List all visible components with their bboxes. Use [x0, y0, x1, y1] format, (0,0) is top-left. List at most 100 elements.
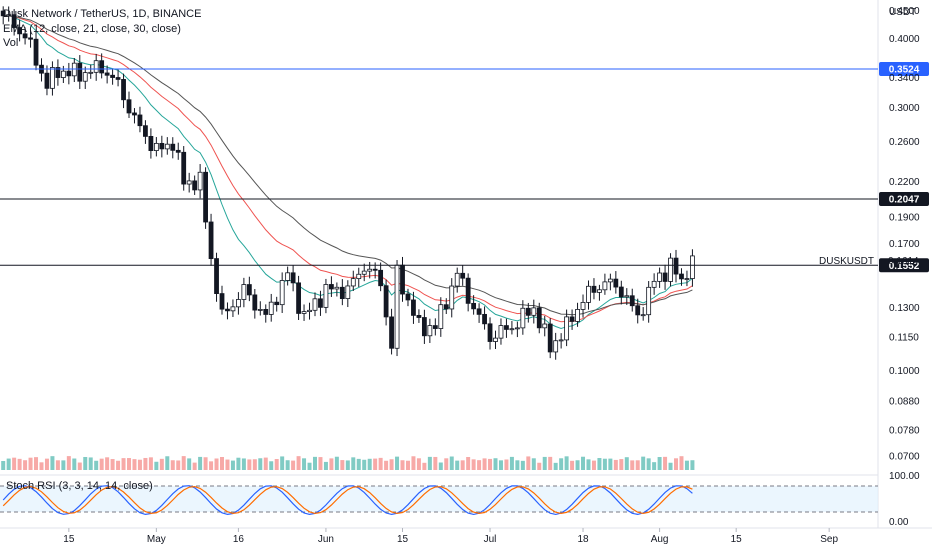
candle-body	[372, 268, 378, 271]
rsi-tick-0: 0.00	[889, 517, 909, 528]
candle-body	[285, 272, 291, 281]
candle-body	[148, 135, 154, 151]
stoch-rsi-k-line	[2, 485, 693, 516]
candle-body	[175, 149, 181, 153]
volume-bar	[192, 462, 197, 470]
volume-bar	[613, 459, 618, 470]
candle-body	[296, 282, 301, 314]
volume-bar	[602, 458, 607, 470]
volume-bar	[203, 457, 208, 470]
price-tick-8: 0.1300	[889, 303, 920, 314]
candle-body	[367, 268, 373, 272]
volume-bar	[493, 458, 498, 470]
candle-body	[465, 277, 471, 304]
price-tick-10: 0.1000	[889, 366, 920, 377]
volume-bar	[312, 456, 317, 470]
volume-bar	[132, 459, 137, 470]
volume-legend[interactable]: Vol	[3, 37, 18, 49]
volume-bar	[438, 462, 443, 470]
volume-bar	[504, 459, 509, 470]
candle-body	[55, 67, 61, 78]
volume-bar	[679, 456, 684, 470]
candle-body	[553, 340, 559, 353]
price-tick-1: 0.4000	[889, 34, 920, 45]
volume-bar	[586, 459, 591, 470]
time-axis-ticks: 15 May 16 Jun 15 Jul 18 Aug 15 Sep	[63, 528, 839, 545]
volume-bar	[570, 460, 575, 470]
candle-body	[66, 70, 72, 77]
volume-bar	[646, 458, 651, 470]
candle-body	[115, 77, 121, 80]
candle-body	[673, 257, 679, 275]
stoch-rsi-legend[interactable]: Stoch RSI (3, 3, 14, 14, close)	[6, 480, 153, 492]
volume-bar	[395, 456, 400, 470]
volume-bar	[674, 458, 679, 470]
candle-body	[50, 67, 55, 89]
volume-bar	[105, 457, 110, 470]
volume-bar	[635, 460, 640, 470]
volume-bar	[165, 456, 170, 470]
volume-bar	[591, 460, 596, 470]
rsi-tick-100: 100.00	[889, 471, 920, 482]
volume-bar	[318, 457, 323, 470]
candle-body	[443, 304, 449, 310]
volume-bar	[641, 456, 646, 470]
candle-body	[230, 306, 236, 312]
volume-bar	[373, 458, 378, 470]
symbol-label: DUSKUSDT	[819, 256, 874, 267]
time-tick-1: May	[147, 534, 166, 545]
volume-bar	[630, 460, 635, 470]
price-tick-0: 0.4500	[889, 6, 920, 17]
volume-bar	[597, 458, 602, 470]
volume-bar	[307, 462, 312, 470]
candle-body	[110, 74, 115, 78]
candle-body	[82, 72, 88, 82]
candle-body	[197, 171, 203, 191]
volume-bar	[72, 458, 77, 470]
volume-bar	[345, 460, 350, 470]
price-tick-6: 0.1900	[889, 212, 920, 223]
volume-bar	[657, 457, 662, 470]
volume-bar	[444, 458, 449, 470]
candle-body	[597, 289, 602, 293]
candle-body	[88, 71, 94, 74]
volume-bar	[88, 457, 93, 470]
rsi-band-group	[0, 485, 878, 513]
volume-bar	[537, 462, 542, 470]
stoch-rsi-lines	[2, 485, 693, 516]
volume-bar	[291, 460, 296, 470]
volume-bar	[411, 456, 416, 470]
volume-bar	[159, 458, 164, 470]
candle-body	[405, 293, 411, 301]
volume-bar	[542, 456, 547, 470]
candle-body	[432, 325, 438, 329]
candle-body	[236, 299, 241, 308]
volume-bar	[137, 459, 142, 470]
ema-legend[interactable]: EMA (12, close, 21, close, 30, close)	[3, 23, 181, 35]
symbol-last-value: 0.1614	[888, 256, 919, 267]
chart-title[interactable]: Dusk Network / TetherUS, 1D, BINANCE	[3, 8, 201, 20]
volume-bar	[6, 458, 11, 470]
candle-body	[290, 272, 296, 284]
volume-bar	[99, 458, 104, 470]
time-tick-3: Jun	[318, 534, 334, 545]
candle-body	[246, 284, 252, 296]
volume-bar	[466, 457, 471, 470]
candle-body	[400, 264, 405, 295]
candle-body	[471, 302, 477, 310]
candle-body	[651, 280, 657, 288]
candle-body	[618, 286, 624, 298]
volume-bar	[548, 456, 553, 470]
candle-body	[449, 285, 455, 310]
volume-bar	[684, 460, 689, 470]
price-tick-11: 0.0880	[889, 397, 920, 408]
volume-bar	[520, 460, 525, 470]
candle-body	[514, 327, 520, 330]
volume-bar	[416, 458, 421, 470]
volume-bar	[449, 456, 454, 470]
candle-body	[252, 294, 258, 311]
volume-bar	[66, 456, 71, 470]
candle-body	[318, 298, 323, 308]
price-label-badge-0	[879, 61, 929, 76]
